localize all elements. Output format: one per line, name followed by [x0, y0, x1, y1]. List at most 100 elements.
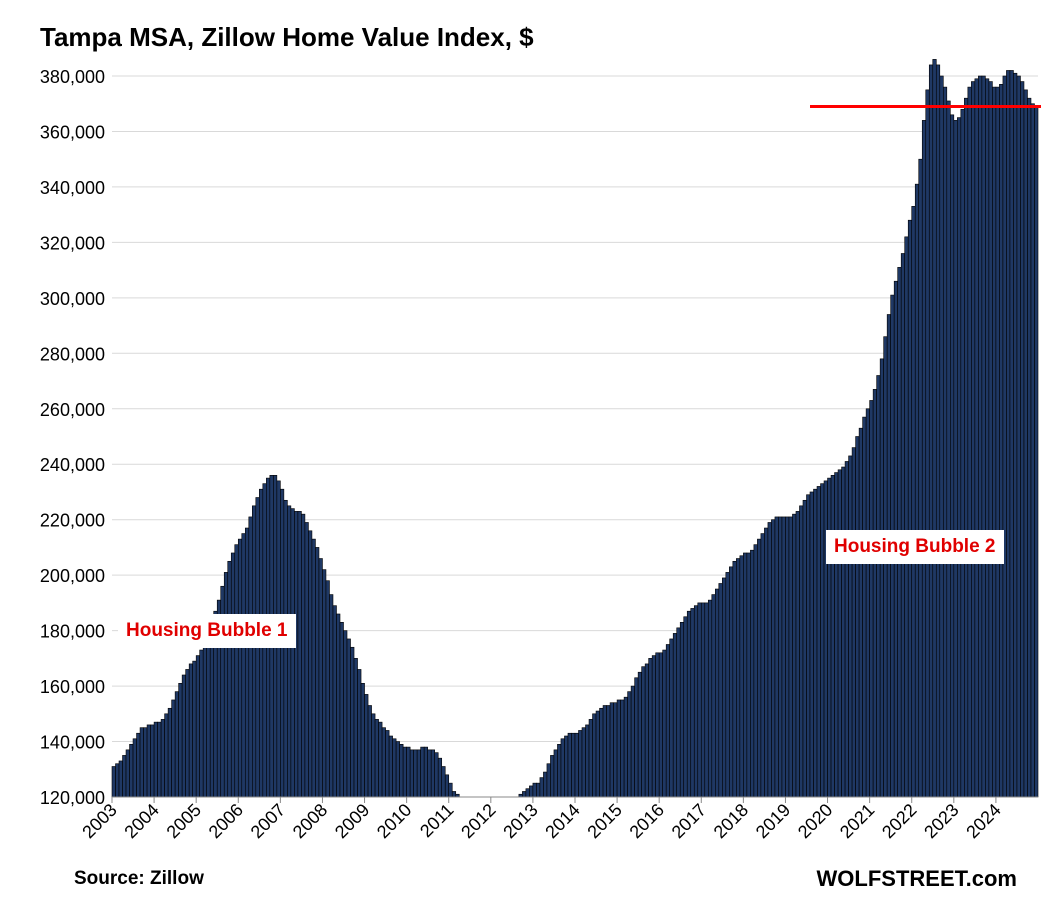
- y-tick-label: 300,000: [40, 289, 105, 309]
- bar: [781, 516, 786, 798]
- bar: [539, 777, 544, 798]
- x-tick-label: 2017: [668, 800, 710, 842]
- bar: [311, 538, 316, 798]
- bar: [865, 408, 870, 798]
- bar: [308, 530, 313, 798]
- bar: [1006, 70, 1011, 798]
- bar: [444, 774, 450, 798]
- brand-label: WOLFSTREET.com: [816, 866, 1017, 891]
- bar: [122, 755, 127, 798]
- bar: [574, 732, 579, 798]
- bar: [585, 724, 590, 798]
- bar: [357, 669, 362, 798]
- bar: [571, 732, 576, 798]
- bar: [876, 375, 881, 798]
- bar: [550, 755, 555, 798]
- bar: [630, 685, 635, 798]
- bar: [364, 694, 369, 798]
- bar: [434, 752, 439, 798]
- bar: [297, 511, 302, 798]
- bar: [739, 555, 744, 798]
- bar: [862, 416, 867, 798]
- bar: [1023, 89, 1028, 798]
- bar: [757, 538, 762, 798]
- bar: [374, 719, 379, 798]
- bar: [139, 727, 144, 798]
- bar: [346, 638, 351, 798]
- bar: [164, 713, 169, 798]
- bar: [609, 702, 614, 798]
- bar: [942, 86, 948, 798]
- bar: [820, 483, 825, 798]
- bar: [722, 577, 727, 798]
- bar: [707, 599, 713, 798]
- x-tick-label: 2024: [962, 800, 1004, 842]
- bar: [669, 638, 674, 798]
- bar: [125, 749, 130, 798]
- bar: [252, 505, 257, 798]
- bar: [199, 649, 204, 798]
- x-tick-label: 2015: [583, 800, 625, 842]
- bar: [329, 594, 334, 798]
- bar: [732, 560, 737, 798]
- bar: [999, 84, 1004, 798]
- bar: [241, 533, 246, 798]
- bar: [718, 583, 723, 798]
- bar: [588, 719, 593, 798]
- y-tick-label: 160,000: [40, 677, 105, 697]
- bar: [844, 461, 849, 798]
- bar: [599, 707, 604, 798]
- bar: [841, 466, 846, 798]
- bar: [830, 475, 835, 798]
- bar: [202, 644, 208, 798]
- bar: [153, 721, 158, 798]
- bar: [1009, 70, 1014, 798]
- bar: [644, 663, 649, 798]
- bar: [448, 782, 453, 798]
- bar: [771, 519, 776, 798]
- bar: [136, 732, 141, 798]
- bar: [118, 760, 123, 798]
- bar: [743, 552, 748, 798]
- bar: [195, 655, 200, 798]
- bar: [686, 610, 692, 798]
- y-tick-label: 260,000: [40, 400, 105, 420]
- bar: [409, 749, 414, 798]
- bar: [157, 721, 162, 798]
- bar: [553, 749, 558, 798]
- bar: [129, 744, 134, 798]
- bar: [925, 89, 930, 798]
- bar: [416, 749, 421, 798]
- bar: [662, 649, 667, 798]
- bar: [967, 86, 972, 798]
- bar: [529, 785, 534, 798]
- bar: [560, 738, 565, 798]
- bar: [301, 513, 306, 798]
- x-tick-label: 2006: [205, 800, 247, 842]
- bar: [806, 494, 811, 798]
- bar: [143, 727, 148, 798]
- source-label: Source: Zillow: [74, 868, 204, 889]
- bar: [132, 738, 137, 798]
- y-tick-label: 340,000: [40, 178, 105, 198]
- bar: [992, 86, 997, 798]
- bar: [111, 766, 116, 798]
- bar: [287, 505, 292, 798]
- bar: [676, 627, 681, 798]
- bar: [665, 644, 671, 798]
- bar: [578, 730, 583, 798]
- bar: [522, 791, 527, 798]
- bar: [581, 727, 586, 798]
- bar: [767, 522, 772, 798]
- y-tick-label: 180,000: [40, 622, 105, 642]
- bar: [837, 469, 842, 798]
- bar: [679, 621, 685, 798]
- bar: [823, 480, 828, 798]
- bar: [381, 727, 386, 798]
- bar: [223, 572, 229, 798]
- bar: [785, 516, 790, 798]
- bar: [914, 183, 920, 798]
- bar: [322, 569, 327, 798]
- y-tick-label: 200,000: [40, 566, 105, 586]
